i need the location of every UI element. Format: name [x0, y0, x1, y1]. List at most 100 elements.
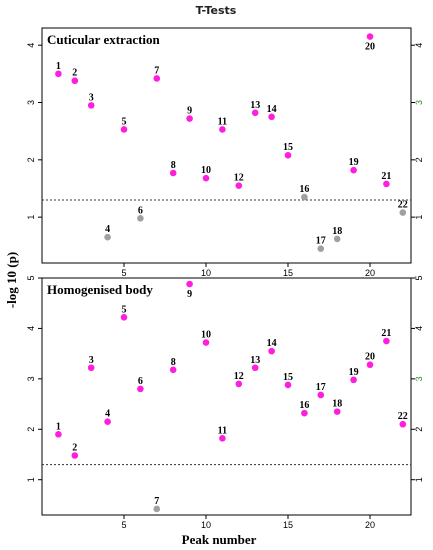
figure-title: T-Tests — [196, 4, 237, 17]
x-tick-label: 15 — [283, 520, 293, 530]
data-point-18 — [333, 408, 341, 415]
point-label-10: 10 — [201, 330, 211, 341]
y-tick-label: 4 — [26, 326, 36, 331]
y-tick-label-right: 2 — [414, 157, 424, 162]
data-point-15 — [284, 381, 292, 389]
data-point-17 — [317, 391, 325, 399]
point-label-22: 22 — [398, 411, 408, 422]
x-tick-label: 5 — [121, 268, 126, 278]
data-point-10 — [202, 339, 210, 346]
point-label-8: 8 — [171, 160, 176, 171]
data-point-14 — [268, 113, 275, 121]
data-point-22 — [399, 209, 407, 216]
data-point-1 — [55, 431, 62, 438]
data-point-1 — [55, 70, 62, 78]
point-label-1: 1 — [56, 61, 61, 72]
point-label-16: 16 — [299, 184, 309, 195]
point-label-9: 9 — [187, 106, 192, 117]
point-label-4: 4 — [105, 224, 110, 235]
data-point-5 — [120, 126, 128, 133]
data-point-14 — [268, 347, 275, 355]
point-label-4: 4 — [105, 409, 110, 420]
y-tick-label-right: 2 — [414, 427, 424, 432]
x-axis-label: Peak number — [182, 532, 257, 547]
y-tick-label-right: 4 — [414, 43, 424, 48]
y-tick-label-right: 1 — [414, 215, 424, 220]
point-label-19: 19 — [349, 367, 359, 378]
y-tick-label: 4 — [26, 43, 36, 48]
data-point-7 — [153, 505, 161, 513]
point-label-17: 17 — [316, 382, 326, 393]
point-label-7: 7 — [154, 496, 159, 507]
data-point-22 — [399, 420, 407, 428]
point-label-5: 5 — [122, 304, 127, 315]
data-point-21 — [383, 180, 390, 188]
plot-frame — [41, 277, 412, 516]
point-label-12: 12 — [234, 371, 244, 382]
y-tick-label-right: 1 — [414, 477, 424, 482]
point-label-2: 2 — [72, 68, 77, 79]
panel-title: Homogenised body — [47, 282, 153, 297]
point-label-11: 11 — [218, 425, 227, 436]
point-label-6: 6 — [138, 205, 143, 216]
point-label-20: 20 — [365, 42, 375, 53]
data-point-3 — [87, 102, 95, 109]
x-tick-label: 15 — [283, 268, 293, 278]
data-point-11 — [219, 126, 226, 133]
data-point-20 — [366, 361, 374, 369]
point-label-12: 12 — [234, 173, 244, 184]
point-label-3: 3 — [89, 355, 94, 366]
y-tick-label-right: 3 — [414, 100, 424, 105]
data-point-6 — [137, 385, 144, 393]
data-point-9 — [186, 115, 193, 122]
data-point-11 — [219, 435, 226, 442]
data-point-16 — [301, 409, 308, 417]
data-point-2 — [71, 77, 79, 85]
point-label-15: 15 — [283, 372, 293, 383]
point-label-18: 18 — [332, 399, 342, 410]
y-tick-label: 3 — [26, 100, 36, 105]
y-tick-label: 1 — [26, 215, 36, 220]
point-label-16: 16 — [299, 400, 309, 411]
point-label-22: 22 — [398, 200, 408, 211]
x-tick-label: 10 — [201, 268, 211, 278]
y-tick-label: 2 — [26, 157, 36, 162]
x-tick-label: 10 — [201, 520, 211, 530]
data-point-13 — [251, 109, 259, 117]
plot-frame — [41, 27, 412, 264]
point-label-13: 13 — [250, 355, 260, 366]
y-tick-label-right: 3 — [414, 376, 424, 381]
y-tick-label-right: 4 — [414, 326, 424, 331]
point-label-1: 1 — [56, 421, 61, 432]
point-label-21: 21 — [381, 171, 391, 182]
point-label-19: 19 — [349, 157, 359, 168]
x-tick-label: 20 — [365, 268, 375, 278]
point-label-15: 15 — [283, 142, 293, 153]
data-point-5 — [120, 314, 128, 321]
data-point-12 — [235, 182, 243, 189]
x-tick-label: 20 — [365, 520, 375, 530]
data-point-6 — [137, 214, 144, 222]
point-label-7: 7 — [154, 65, 159, 76]
y-axis-label: -log 10 (p) — [4, 252, 19, 308]
data-point-9 — [186, 280, 193, 288]
point-label-8: 8 — [171, 357, 176, 368]
point-label-11: 11 — [218, 116, 227, 127]
panel-title: Cuticular extraction — [47, 32, 161, 47]
point-label-21: 21 — [381, 328, 391, 339]
data-point-7 — [153, 75, 161, 82]
data-point-20 — [366, 33, 374, 40]
y-tick-label: 3 — [26, 376, 36, 381]
x-tick-label: 5 — [121, 520, 126, 530]
point-label-5: 5 — [122, 116, 127, 127]
y-tick-label: 5 — [26, 275, 36, 280]
point-label-17: 17 — [316, 236, 326, 247]
data-point-19 — [350, 166, 357, 174]
y-tick-label: 2 — [26, 427, 36, 432]
point-label-20: 20 — [365, 352, 375, 363]
point-label-9: 9 — [187, 289, 192, 300]
point-label-6: 6 — [138, 376, 143, 387]
